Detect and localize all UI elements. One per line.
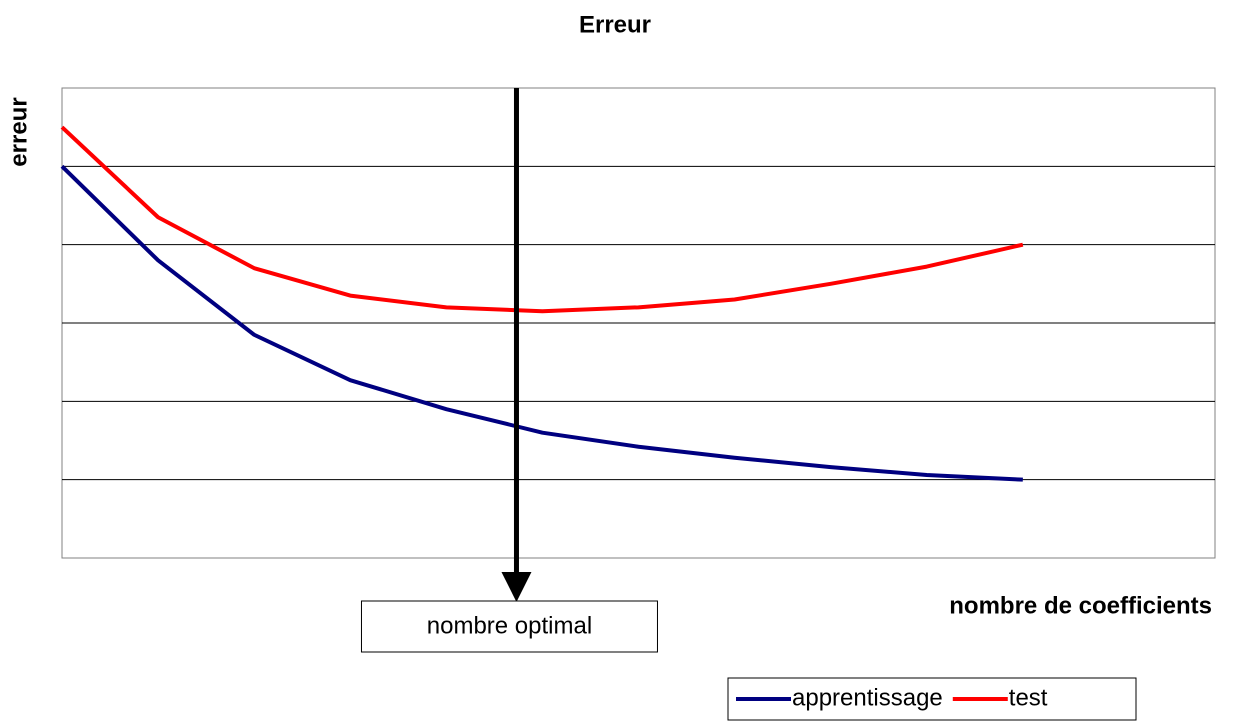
x-axis-label: nombre de coefficients: [949, 592, 1212, 619]
y-axis-label: erreur: [5, 97, 32, 166]
line-series: [60, 125, 1024, 314]
line-series: [60, 164, 1023, 482]
annotation-text: nombre optimal: [427, 612, 592, 639]
legend-label: test: [1009, 684, 1048, 711]
legend-label: apprentissage: [792, 684, 943, 711]
chart-title: Erreur: [579, 11, 651, 38]
annotation-box: [360, 600, 658, 653]
legend-box: [727, 677, 1137, 721]
arrow-head: [501, 572, 532, 602]
